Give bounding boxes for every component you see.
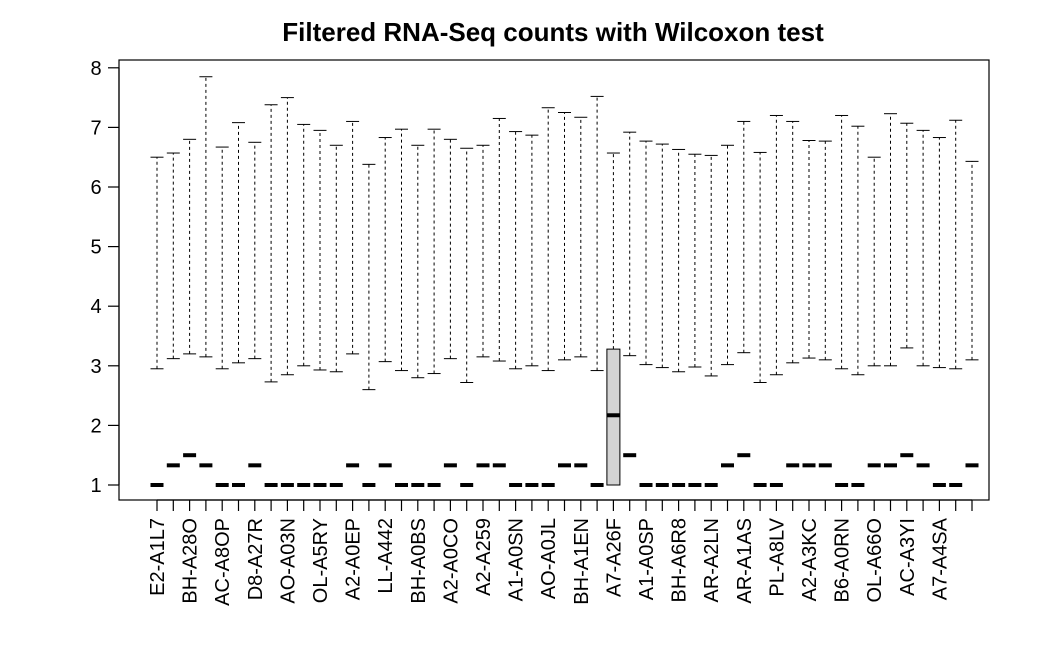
x-tick-label: BH-A1EN — [571, 518, 593, 605]
box — [395, 128, 408, 487]
x-tick-label: A1-A0SP — [636, 518, 658, 600]
box — [541, 107, 555, 487]
box — [411, 144, 425, 487]
box — [378, 137, 392, 468]
box — [606, 152, 621, 486]
box — [965, 160, 979, 468]
box — [574, 116, 588, 468]
plot-frame — [118, 59, 990, 501]
x-tick-label: A2-A3KC — [799, 518, 821, 601]
chart-title: Filtered RNA-Seq counts with Wilcoxon te… — [282, 17, 824, 47]
box — [215, 146, 229, 487]
box — [427, 128, 441, 487]
box — [199, 76, 213, 468]
x-tick-label: BH-A6R8 — [669, 518, 691, 602]
x-tick-label: A2-A0EP — [343, 518, 365, 600]
x-tick-label: AO-A0JL — [538, 518, 560, 599]
box — [264, 104, 278, 487]
x-tick-label: AO-A03N — [277, 518, 299, 604]
box — [753, 151, 767, 487]
box — [672, 148, 686, 487]
y-tick-label: 3 — [90, 356, 101, 378]
box — [769, 114, 783, 487]
x-tick-label: D8-A27R — [245, 518, 267, 600]
x-tick-label: PL-A8LV — [766, 517, 788, 596]
box — [639, 140, 653, 487]
x-tick-label: A2-A259 — [473, 518, 495, 596]
box — [525, 134, 539, 487]
x-tick-label: A2-A0CO — [440, 518, 462, 604]
box — [329, 144, 343, 487]
y-tick-label: 6 — [90, 177, 101, 199]
x-tick-label: A7-A4SA — [929, 517, 951, 600]
x-tick-label: AR-A1AS — [734, 518, 756, 604]
box — [884, 113, 897, 468]
box — [851, 125, 865, 487]
box — [313, 129, 327, 487]
box — [655, 143, 669, 487]
x-tick-label: A1-A0SN — [506, 518, 528, 601]
y-tick-label: 5 — [90, 237, 101, 259]
x-tick-label: A7-A26F — [603, 518, 625, 597]
plot-area — [150, 76, 979, 487]
box — [183, 138, 197, 458]
x-tick-label: E2-A1L7 — [147, 518, 169, 596]
x-tick-label: AC-A3YI — [897, 518, 919, 596]
box — [362, 163, 376, 487]
box — [280, 97, 294, 487]
x-tick-label: AC-A8OP — [212, 518, 234, 606]
box — [232, 122, 245, 487]
y-tick-label: 8 — [90, 58, 101, 80]
x-tick-label: BH-A28O — [180, 518, 202, 604]
y-tick-label: 7 — [90, 117, 101, 139]
box — [623, 131, 637, 458]
box — [835, 114, 849, 487]
box — [704, 154, 718, 487]
box — [867, 156, 881, 468]
box — [688, 153, 702, 487]
box — [558, 112, 571, 468]
box — [900, 122, 914, 458]
box — [150, 156, 164, 487]
box — [509, 131, 523, 487]
x-tick-label: B6-A0RN — [832, 518, 854, 602]
box — [443, 138, 457, 468]
box — [802, 140, 816, 468]
y-axis: 1 2 3 4 5 6 7 8 — [90, 58, 120, 497]
box — [932, 137, 946, 487]
x-tick-label: OL-A5RY — [310, 518, 332, 603]
x-tick-label: OL-A66O — [864, 518, 886, 602]
box — [916, 129, 930, 468]
box — [460, 147, 474, 487]
y-tick-label: 4 — [90, 296, 101, 318]
y-tick-label: 1 — [90, 475, 101, 497]
box — [248, 141, 262, 468]
box — [818, 140, 832, 468]
x-axis: E2-A1L7 BH-A28O AC-A8OP D8-A27R AO-A03N OL-A5… — [147, 499, 973, 606]
box — [492, 117, 506, 468]
box — [297, 123, 311, 487]
x-tick-label: AR-A2LN — [701, 518, 723, 602]
box — [476, 144, 490, 468]
box — [166, 152, 180, 468]
box — [590, 95, 604, 487]
box — [721, 144, 734, 468]
y-tick-label: 2 — [90, 415, 101, 437]
x-tick-label: BH-A0BS — [408, 518, 430, 604]
box — [786, 120, 800, 468]
box — [346, 120, 360, 468]
x-tick-label: LL-A442 — [375, 518, 397, 594]
box — [737, 120, 751, 458]
box — [949, 119, 963, 487]
